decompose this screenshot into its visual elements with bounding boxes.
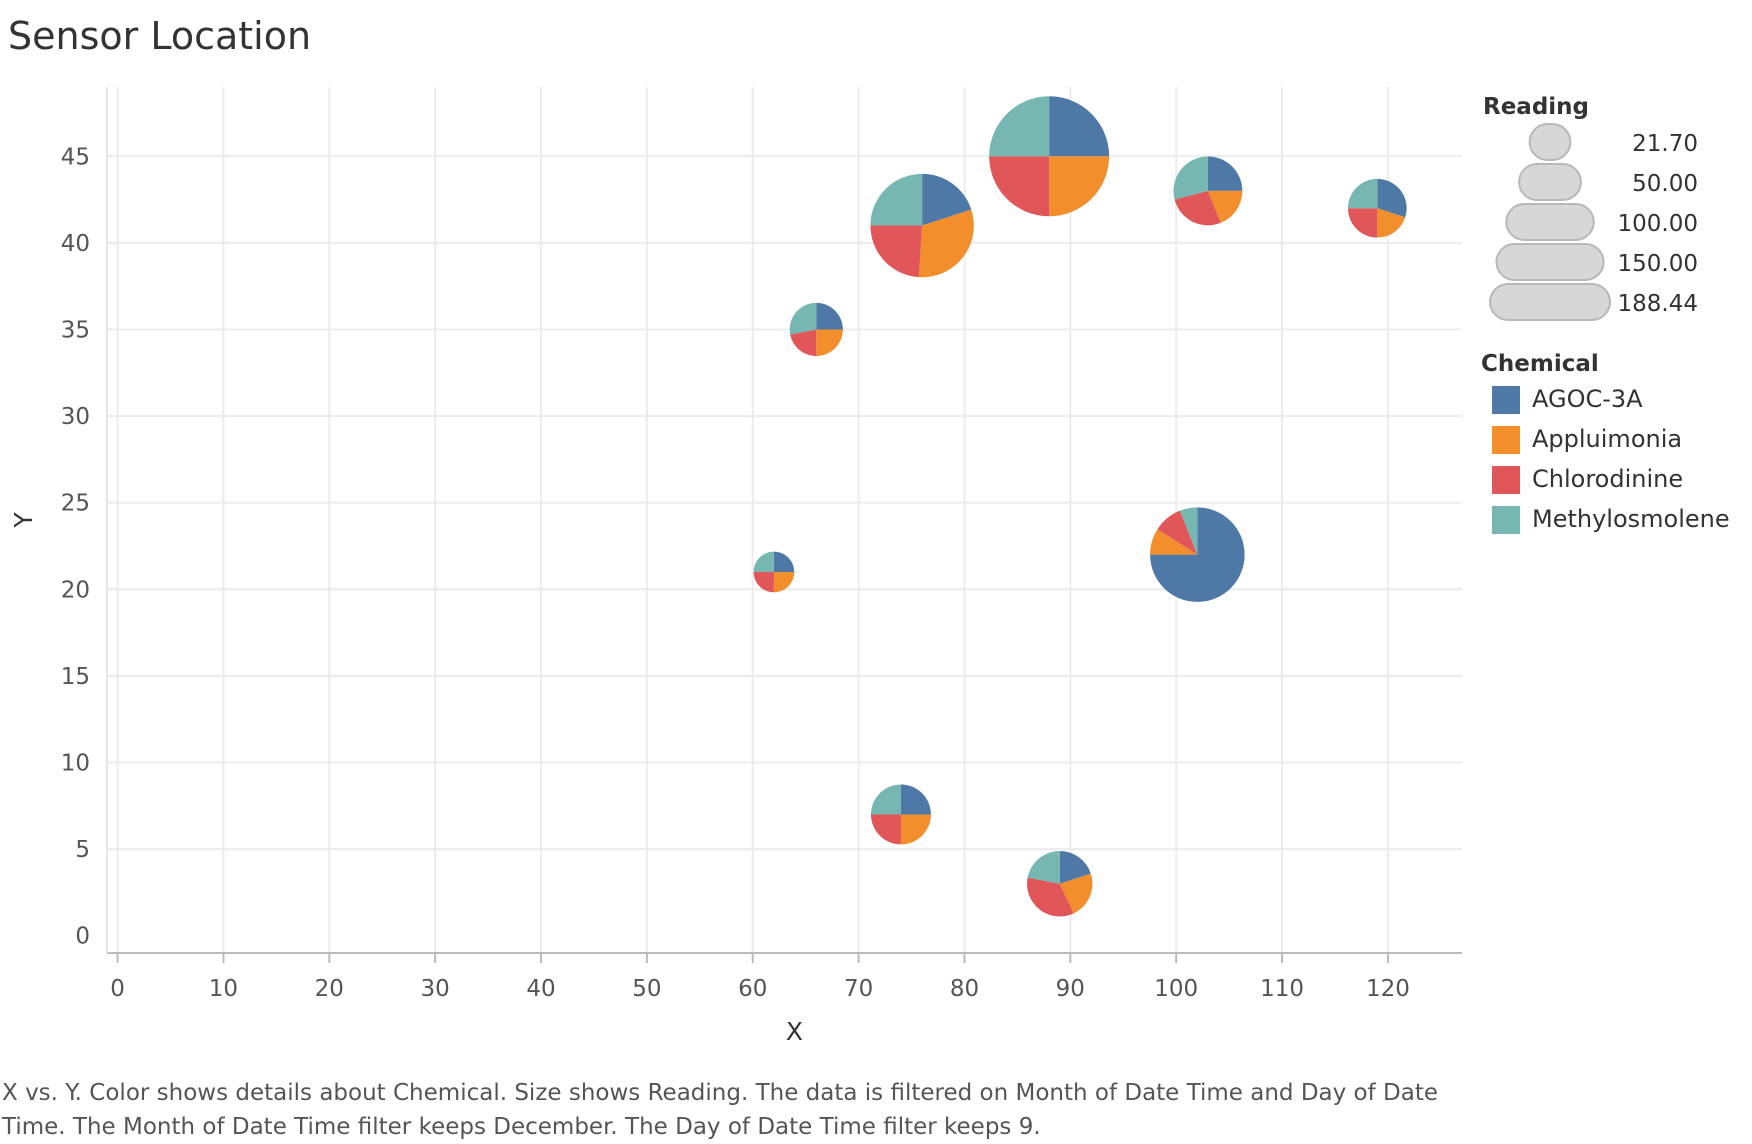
x-tick-label: 100 [1154,976,1198,1002]
pie-slice-appluimonia[interactable] [1059,873,1093,914]
pie-slice-methylosmolene[interactable] [753,551,774,572]
pie-slice-chlorodinine[interactable] [870,814,901,845]
pie-marker[interactable] [870,173,974,278]
chart-grid [107,87,1462,953]
pie-slice-methylosmolene[interactable] [870,784,901,815]
size-legend-swatch [1518,163,1582,201]
size-legend-label: 100.00 [1617,211,1698,237]
pie-slice-chlorodinine[interactable] [989,156,1050,217]
x-axis-label: X [786,1017,803,1046]
y-tick-label: 5 [75,837,90,863]
pie-slice-methylosmolene[interactable] [1347,178,1378,209]
size-legend-label: 50.00 [1632,171,1698,197]
x-tick-label: 30 [421,976,450,1002]
y-tick-label: 20 [61,577,90,603]
pie-slice-chlorodinine[interactable] [790,329,817,357]
pie-marker[interactable] [1150,507,1245,602]
size-legend-label: 150.00 [1617,251,1698,277]
pie-marker[interactable] [1347,178,1407,238]
pie-slice-methylosmolene[interactable] [989,96,1050,157]
pie-slice-methylosmolene[interactable] [1173,156,1208,200]
legend-label: Methylosmolene [1532,505,1730,533]
pie-slice-methylosmolene[interactable] [1027,851,1060,884]
pie-marker[interactable] [870,784,931,845]
y-tick-label: 35 [61,317,90,343]
x-tick-label: 50 [632,976,661,1002]
color-legend-title: Chemical [1481,351,1599,377]
pie-slice-agoc-3a[interactable] [1049,96,1110,157]
pie-slice-agoc-3a[interactable] [1207,156,1243,191]
pie-slice-appluimonia[interactable] [1207,190,1243,223]
chart-canvas: 0 10 20 30 40 50 60 70 80 90 100 110 120 0 5 10 15 20 25 30… [9,87,1462,1046]
size-legend-swatch [1528,123,1572,161]
x-tick-label: 20 [315,976,344,1002]
chart-pie-markers [753,96,1407,917]
pie-slice-methylosmolene[interactable] [870,173,923,226]
y-tick-label: 0 [75,924,90,950]
pie-slice-agoc-3a[interactable] [816,302,843,330]
pie-slice-agoc-3a[interactable] [900,784,931,815]
pie-marker[interactable] [1173,156,1243,226]
size-legend-swatch [1505,203,1595,241]
x-tick-label: 40 [526,976,555,1002]
pie-slice-chlorodinine[interactable] [1347,208,1378,238]
x-tick-label: 0 [110,976,125,1002]
legend-swatch [1492,466,1520,494]
x-tick-label: 120 [1366,976,1410,1002]
pie-slice-chlorodinine[interactable] [1027,877,1074,917]
pie-slice-appluimonia[interactable] [816,329,843,357]
pie-slice-agoc-3a[interactable] [1377,178,1407,218]
pie-slice-appluimonia[interactable] [1150,529,1198,555]
chart-title: Sensor Location [8,14,312,58]
chart-axes: 0 10 20 30 40 50 60 70 80 90 100 110 120 0 5 10 15 20 25 30… [61,87,1462,1002]
pie-slice-methylosmolene[interactable] [1179,507,1198,555]
legend-label: Appluimonia [1532,425,1683,453]
size-legend-swatch [1489,283,1611,321]
y-axis-label: Y [9,512,38,529]
y-tick-label: 40 [61,231,90,257]
pie-marker[interactable] [989,96,1110,217]
size-legend-label: 21.70 [1632,131,1698,157]
pie-slice-chlorodinine[interactable] [870,225,923,278]
pie-marker[interactable] [753,551,795,593]
x-tick-label: 10 [209,976,238,1002]
size-legend-label: 188.44 [1617,291,1698,317]
legend-label: AGOC-3A [1532,385,1643,413]
x-tick-label: 70 [844,976,873,1002]
legend-swatch [1492,386,1520,414]
pie-slice-appluimonia[interactable] [1377,208,1406,238]
x-tick-label: 60 [738,976,767,1002]
pie-slice-chlorodinine[interactable] [1157,510,1198,555]
x-tick-label: 110 [1260,976,1304,1002]
size-legend-title: Reading [1483,94,1590,120]
pie-slice-agoc-3a[interactable] [1059,851,1091,884]
legend-label: Chlorodinine [1532,465,1684,493]
pie-slice-appluimonia[interactable] [1049,156,1110,217]
pie-slice-agoc-3a[interactable] [773,551,795,572]
pie-slice-appluimonia[interactable] [900,814,931,845]
y-tick-label: 10 [61,750,90,776]
pie-slice-chlorodinine[interactable] [1174,190,1221,226]
size-legend-shapes [1489,123,1611,321]
pie-slice-chlorodinine[interactable] [753,571,774,593]
y-tick-label: 15 [61,664,90,690]
y-tick-label: 45 [61,144,90,170]
legend-swatch [1492,506,1520,534]
pie-slice-appluimonia[interactable] [773,571,795,593]
chart-caption: X vs. Y. Color shows details about Chemi… [2,1080,1439,1140]
y-tick-label: 25 [61,491,90,517]
pie-slice-appluimonia[interactable] [918,209,974,278]
x-tick-label: 90 [1056,976,1085,1002]
size-legend-swatch [1495,243,1605,281]
pie-slice-methylosmolene[interactable] [789,302,817,335]
pie-slice-agoc-3a[interactable] [922,173,972,226]
x-tick-label: 80 [950,976,979,1002]
pie-marker[interactable] [1027,851,1093,917]
pie-marker[interactable] [789,302,843,357]
y-tick-label: 30 [61,404,90,430]
legend-swatch [1492,426,1520,454]
